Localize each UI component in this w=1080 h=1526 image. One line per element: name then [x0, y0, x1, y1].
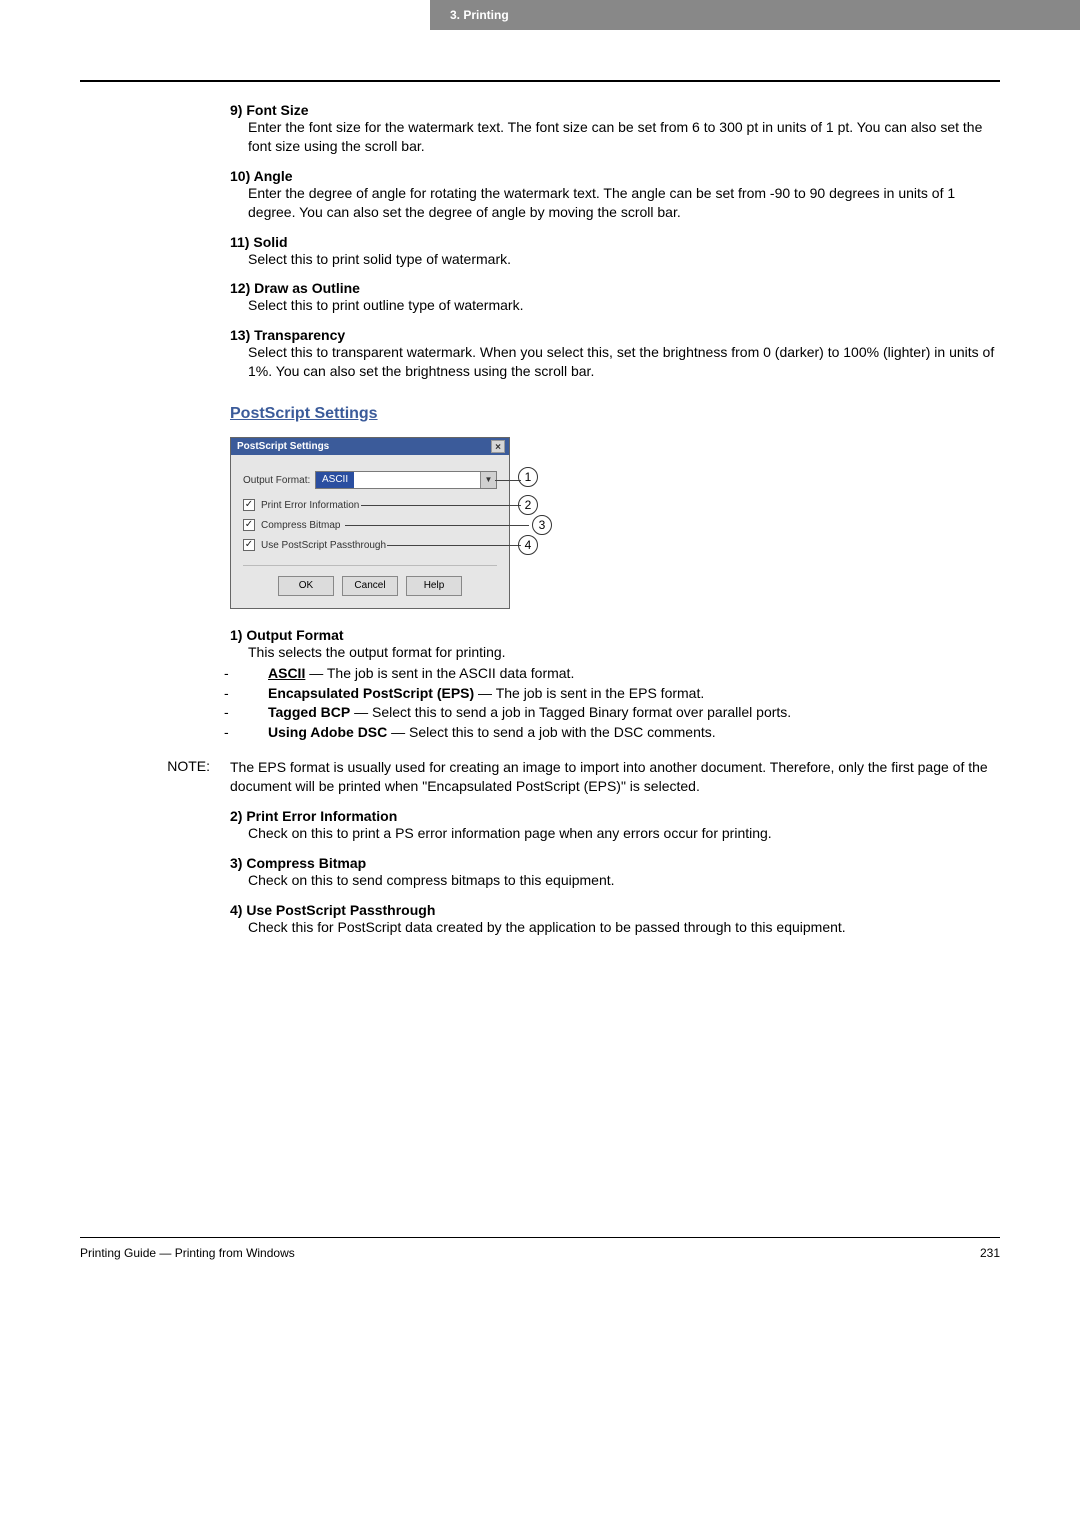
callout-3: 3 [532, 515, 552, 535]
item-angle-heading: 10) Angle [230, 168, 1000, 184]
callout-column: 1 2 3 4 [518, 437, 548, 577]
callout-1: 1 [518, 467, 538, 487]
top-rule [80, 80, 1000, 82]
item-outline-body: Select this to print outline type of wat… [248, 296, 1000, 315]
postscript-settings-dialog: PostScript Settings × Output Format: ASC… [230, 437, 510, 609]
option-eps: -Encapsulated PostScript (EPS) — The job… [248, 684, 1000, 704]
item-font-size-heading: 9) Font Size [230, 102, 1000, 118]
passthrough-checkbox[interactable]: ✓ Use PostScript Passthrough [243, 539, 497, 551]
compress-bitmap-checkbox[interactable]: ✓ Compress Bitmap [243, 519, 497, 531]
output-format-select[interactable]: ASCII ▼ [315, 471, 497, 489]
header-left-spacer [0, 0, 430, 30]
item-number: 12) [230, 280, 250, 296]
item-number: 13) [230, 327, 250, 343]
item-title: Draw as Outline [254, 280, 360, 296]
item-font-size-body: Enter the font size for the watermark te… [248, 118, 1000, 156]
dialog-title-text: PostScript Settings [237, 441, 329, 452]
item-solid-body: Select this to print solid type of water… [248, 250, 1000, 269]
item-title: Print Error Information [246, 808, 397, 824]
checkbox-label: Use PostScript Passthrough [261, 540, 386, 551]
section-postscript-settings: PostScript Settings [230, 405, 1000, 423]
cancel-button[interactable]: Cancel [342, 576, 398, 596]
item-number: 1) [230, 627, 242, 643]
ps-output-intro: This selects the output format for print… [248, 643, 1000, 662]
footer-left: Printing Guide — Printing from Windows [80, 1246, 295, 1260]
checkbox-icon: ✓ [243, 519, 255, 531]
output-format-value: ASCII [316, 472, 354, 488]
item-number: 4) [230, 902, 242, 918]
callout-4: 4 [518, 535, 538, 555]
checkbox-icon: ✓ [243, 539, 255, 551]
help-button[interactable]: Help [406, 576, 462, 596]
note-body: The EPS format is usually used for creat… [230, 758, 1000, 796]
ps-compress-body: Check on this to send compress bitmaps t… [248, 871, 1000, 890]
output-format-options: -ASCII — The job is sent in the ASCII da… [248, 664, 1000, 742]
note-eps: NOTE: The EPS format is usually used for… [80, 758, 1000, 796]
ps-output-format-heading: 1) Output Format [230, 627, 1000, 643]
item-number: 2) [230, 808, 242, 824]
footer-rule [80, 1237, 1000, 1238]
ok-button[interactable]: OK [278, 576, 334, 596]
item-title: Output Format [246, 627, 343, 643]
ps-pei-heading: 2) Print Error Information [230, 808, 1000, 824]
item-number: 3) [230, 855, 242, 871]
checkbox-icon: ✓ [243, 499, 255, 511]
chevron-down-icon: ▼ [480, 472, 496, 488]
dialog-titlebar: PostScript Settings × [231, 438, 509, 455]
ps-pass-body: Check this for PostScript data created b… [248, 918, 1000, 937]
print-error-checkbox[interactable]: ✓ Print Error Information [243, 499, 497, 511]
item-title: Compress Bitmap [246, 855, 366, 871]
item-title: Solid [253, 234, 287, 250]
checkbox-label: Compress Bitmap [261, 520, 340, 531]
option-ascii: -ASCII — The job is sent in the ASCII da… [248, 664, 1000, 684]
output-format-label: Output Format: [243, 475, 315, 486]
item-number: 9) [230, 102, 242, 118]
item-transparency-body: Select this to transparent watermark. Wh… [248, 343, 1000, 381]
ps-pass-heading: 4) Use PostScript Passthrough [230, 902, 1000, 918]
item-angle-body: Enter the degree of angle for rotating t… [248, 184, 1000, 222]
option-adobe-dsc: -Using Adobe DSC — Select this to send a… [248, 723, 1000, 743]
option-tagged-bcp: -Tagged BCP — Select this to send a job … [248, 703, 1000, 723]
item-outline-heading: 12) Draw as Outline [230, 280, 1000, 296]
item-solid-heading: 11) Solid [230, 234, 1000, 250]
output-format-row: Output Format: ASCII ▼ [243, 471, 497, 489]
ps-pei-body: Check on this to print a PS error inform… [248, 824, 1000, 843]
item-title: Transparency [254, 327, 345, 343]
close-icon[interactable]: × [491, 440, 505, 453]
ps-compress-heading: 3) Compress Bitmap [230, 855, 1000, 871]
item-title: Use PostScript Passthrough [246, 902, 435, 918]
item-title: Angle [254, 168, 293, 184]
callout-2: 2 [518, 495, 538, 515]
page-number: 231 [980, 1246, 1000, 1260]
checkbox-label: Print Error Information [261, 500, 359, 511]
item-number: 10) [230, 168, 250, 184]
item-title: Font Size [246, 102, 308, 118]
item-transparency-heading: 13) Transparency [230, 327, 1000, 343]
note-label: NOTE: [80, 758, 230, 796]
chapter-header: 3. Printing [430, 0, 1080, 30]
item-number: 11) [230, 234, 249, 250]
